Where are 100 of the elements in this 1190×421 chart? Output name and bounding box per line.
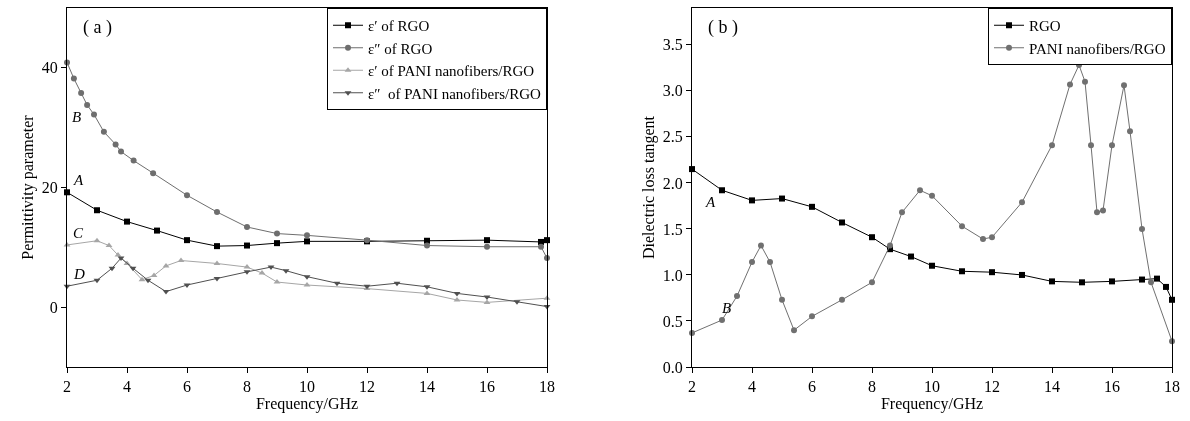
point xyxy=(1019,271,1025,278)
point xyxy=(929,262,935,269)
y-tick-label: 2.5 xyxy=(662,128,683,146)
annotation: A xyxy=(705,194,716,210)
point xyxy=(719,317,725,324)
point xyxy=(244,242,250,249)
x-tick-label: 14 xyxy=(419,378,435,396)
y-tick-label: 2.0 xyxy=(662,174,683,192)
x-tick-label: 12 xyxy=(984,378,1000,396)
x-tick-label: 10 xyxy=(924,378,940,396)
point xyxy=(887,242,893,249)
point xyxy=(274,240,280,247)
point xyxy=(908,253,914,260)
point xyxy=(809,313,815,320)
point xyxy=(980,236,986,243)
point xyxy=(869,234,875,241)
x-tick-label: 18 xyxy=(1164,378,1180,396)
x-tick-label: 8 xyxy=(243,378,251,396)
point xyxy=(839,296,845,303)
point xyxy=(214,209,220,216)
point xyxy=(124,218,130,225)
annotation: ( b ) xyxy=(708,17,738,38)
legend-label: RGO xyxy=(1029,18,1061,35)
point xyxy=(989,269,995,276)
point xyxy=(839,219,845,226)
point xyxy=(1049,142,1055,149)
point xyxy=(929,192,935,199)
x-tick-label: 6 xyxy=(183,378,191,396)
x-tick-label: 10 xyxy=(299,378,315,396)
point xyxy=(274,230,280,237)
point xyxy=(544,255,550,262)
point xyxy=(538,243,544,250)
point xyxy=(100,128,107,135)
y-tick-label: 3.0 xyxy=(662,82,683,100)
annotation: C xyxy=(73,225,84,241)
point xyxy=(484,243,490,250)
point xyxy=(184,237,190,244)
point xyxy=(424,242,430,249)
point xyxy=(719,187,725,194)
point xyxy=(899,209,905,216)
point xyxy=(1163,283,1169,290)
point xyxy=(689,329,695,336)
y-tick-label: 1.5 xyxy=(662,220,683,238)
point xyxy=(959,268,965,275)
point xyxy=(304,232,310,239)
y-axis-title: Dielectric loss tangent xyxy=(639,115,658,260)
x-tick-label: 14 xyxy=(1044,378,1060,396)
point xyxy=(213,276,221,282)
point xyxy=(1049,278,1055,285)
x-tick-label: 4 xyxy=(123,378,131,396)
y-tick-label: 1.0 xyxy=(662,266,683,284)
x-tick-label: 18 xyxy=(539,378,555,396)
point xyxy=(734,293,740,300)
point xyxy=(1109,142,1115,149)
y-tick-label: 3.5 xyxy=(662,36,683,54)
x-tick-label: 2 xyxy=(688,378,696,396)
point xyxy=(1121,82,1127,89)
y-axis-title: Permittivity parameter xyxy=(18,114,37,260)
point xyxy=(767,259,773,266)
point xyxy=(94,207,100,214)
x-tick-label: 8 xyxy=(868,378,876,396)
annotation: D xyxy=(73,266,85,282)
point xyxy=(1019,199,1025,206)
point xyxy=(1109,278,1115,285)
annotation: ( a ) xyxy=(83,17,112,38)
point xyxy=(779,296,785,303)
point xyxy=(484,237,490,244)
point xyxy=(304,238,310,245)
legend-label: ε″ of PANI nanofibers/RGO xyxy=(368,85,541,102)
x-tick-label: 16 xyxy=(1104,378,1120,396)
point xyxy=(244,223,250,230)
point xyxy=(749,259,755,266)
point xyxy=(214,243,220,250)
point xyxy=(1082,78,1088,85)
x-axis-title: Frequency/GHz xyxy=(880,395,984,414)
point xyxy=(959,223,965,230)
legend-label: PANI nanofibers/RGO xyxy=(1029,40,1166,57)
y-tick-label: 40 xyxy=(41,59,58,77)
y-tick-label: 20 xyxy=(41,179,58,197)
x-axis-title: Frequency/GHz xyxy=(255,395,359,414)
point xyxy=(779,195,785,202)
point xyxy=(1154,275,1160,282)
y-tick-label: 0 xyxy=(49,298,58,316)
point xyxy=(749,197,755,204)
x-tick-label: 16 xyxy=(479,378,495,396)
point xyxy=(1088,142,1094,149)
point xyxy=(78,89,85,96)
legend-label: ε″ of RGO xyxy=(368,40,433,57)
point xyxy=(1139,225,1145,232)
legend-label: ε′ of PANI nanofibers/RGO xyxy=(368,63,535,80)
point xyxy=(1094,209,1100,216)
annotation: B xyxy=(722,300,732,316)
point xyxy=(154,227,160,234)
y-tick-label: 0.5 xyxy=(662,312,683,330)
point xyxy=(112,141,119,148)
point xyxy=(1127,128,1133,135)
point xyxy=(105,242,113,248)
point xyxy=(70,75,77,82)
legend-label: ε′ of RGO xyxy=(368,18,430,35)
x-tick-label: 2 xyxy=(63,378,71,396)
